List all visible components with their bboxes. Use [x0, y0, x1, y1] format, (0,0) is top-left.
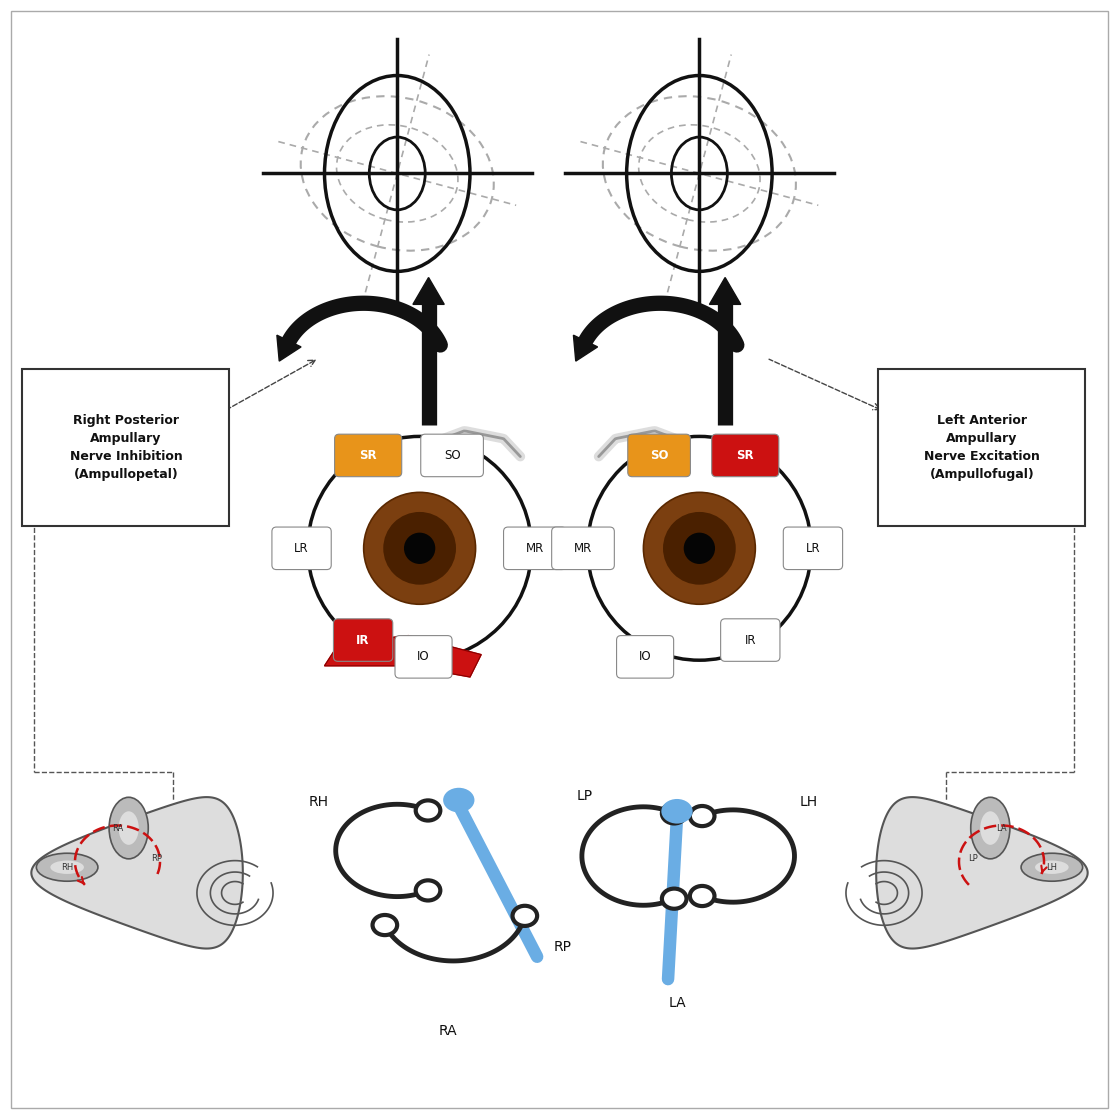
Ellipse shape — [109, 797, 148, 859]
Ellipse shape — [689, 806, 714, 826]
FancyBboxPatch shape — [783, 527, 843, 570]
Polygon shape — [709, 278, 741, 304]
Text: Left Anterior
Ampullary
Nerve Excitation
(Ampullofugal): Left Anterior Ampullary Nerve Excitation… — [924, 414, 1040, 481]
Ellipse shape — [643, 492, 755, 604]
Text: IR: IR — [744, 633, 756, 647]
Text: LA: LA — [668, 996, 686, 1010]
Text: LP: LP — [968, 854, 978, 863]
Ellipse shape — [980, 811, 1000, 845]
Ellipse shape — [662, 513, 736, 584]
FancyBboxPatch shape — [335, 434, 402, 477]
Text: IR: IR — [356, 633, 370, 647]
Polygon shape — [413, 278, 444, 304]
FancyBboxPatch shape — [272, 527, 331, 570]
Text: IO: IO — [417, 650, 430, 664]
FancyBboxPatch shape — [712, 434, 779, 477]
Text: LH: LH — [800, 794, 818, 809]
Text: SR: SR — [359, 449, 377, 462]
Ellipse shape — [443, 788, 474, 812]
Ellipse shape — [308, 436, 532, 660]
Text: MR: MR — [574, 542, 592, 555]
Ellipse shape — [971, 797, 1009, 859]
Polygon shape — [276, 336, 301, 361]
Ellipse shape — [661, 799, 693, 824]
Polygon shape — [31, 797, 243, 949]
Text: RA: RA — [439, 1024, 457, 1038]
Text: SR: SR — [736, 449, 754, 462]
Ellipse shape — [119, 811, 139, 845]
Ellipse shape — [689, 886, 714, 906]
Ellipse shape — [383, 513, 457, 584]
Polygon shape — [573, 336, 598, 361]
Text: Right Posterior
Ampullary
Nerve Inhibition
(Ampullopetal): Right Posterior Ampullary Nerve Inhibiti… — [69, 414, 182, 481]
FancyBboxPatch shape — [395, 636, 452, 678]
Ellipse shape — [587, 436, 811, 660]
Ellipse shape — [373, 915, 397, 935]
FancyBboxPatch shape — [878, 369, 1085, 526]
Ellipse shape — [415, 881, 441, 901]
Text: IO: IO — [639, 650, 651, 664]
Polygon shape — [325, 636, 481, 677]
Text: RH: RH — [309, 794, 329, 809]
Text: RA: RA — [112, 824, 123, 833]
Text: LP: LP — [576, 789, 592, 803]
Text: LH: LH — [1046, 863, 1057, 872]
Ellipse shape — [364, 492, 476, 604]
Ellipse shape — [36, 853, 98, 882]
Ellipse shape — [661, 803, 686, 824]
Text: LA: LA — [996, 824, 1007, 833]
Text: RP: RP — [554, 940, 572, 955]
FancyBboxPatch shape — [504, 527, 566, 570]
FancyBboxPatch shape — [617, 636, 674, 678]
Text: SO: SO — [444, 449, 460, 462]
FancyBboxPatch shape — [628, 434, 690, 477]
Polygon shape — [876, 797, 1088, 949]
FancyBboxPatch shape — [22, 369, 229, 526]
FancyBboxPatch shape — [421, 434, 483, 477]
Ellipse shape — [661, 888, 686, 909]
Ellipse shape — [50, 861, 84, 874]
Text: MR: MR — [526, 542, 544, 555]
FancyBboxPatch shape — [721, 619, 780, 661]
FancyBboxPatch shape — [333, 619, 393, 661]
Ellipse shape — [415, 800, 441, 820]
Ellipse shape — [404, 533, 435, 564]
Text: RP: RP — [151, 854, 162, 863]
Text: SO: SO — [650, 449, 668, 462]
Ellipse shape — [513, 905, 537, 925]
Text: LR: LR — [806, 542, 820, 555]
FancyBboxPatch shape — [552, 527, 614, 570]
Ellipse shape — [684, 533, 715, 564]
Text: LR: LR — [294, 542, 309, 555]
Text: RH: RH — [62, 863, 73, 872]
Ellipse shape — [1021, 853, 1082, 882]
Ellipse shape — [1035, 861, 1069, 874]
